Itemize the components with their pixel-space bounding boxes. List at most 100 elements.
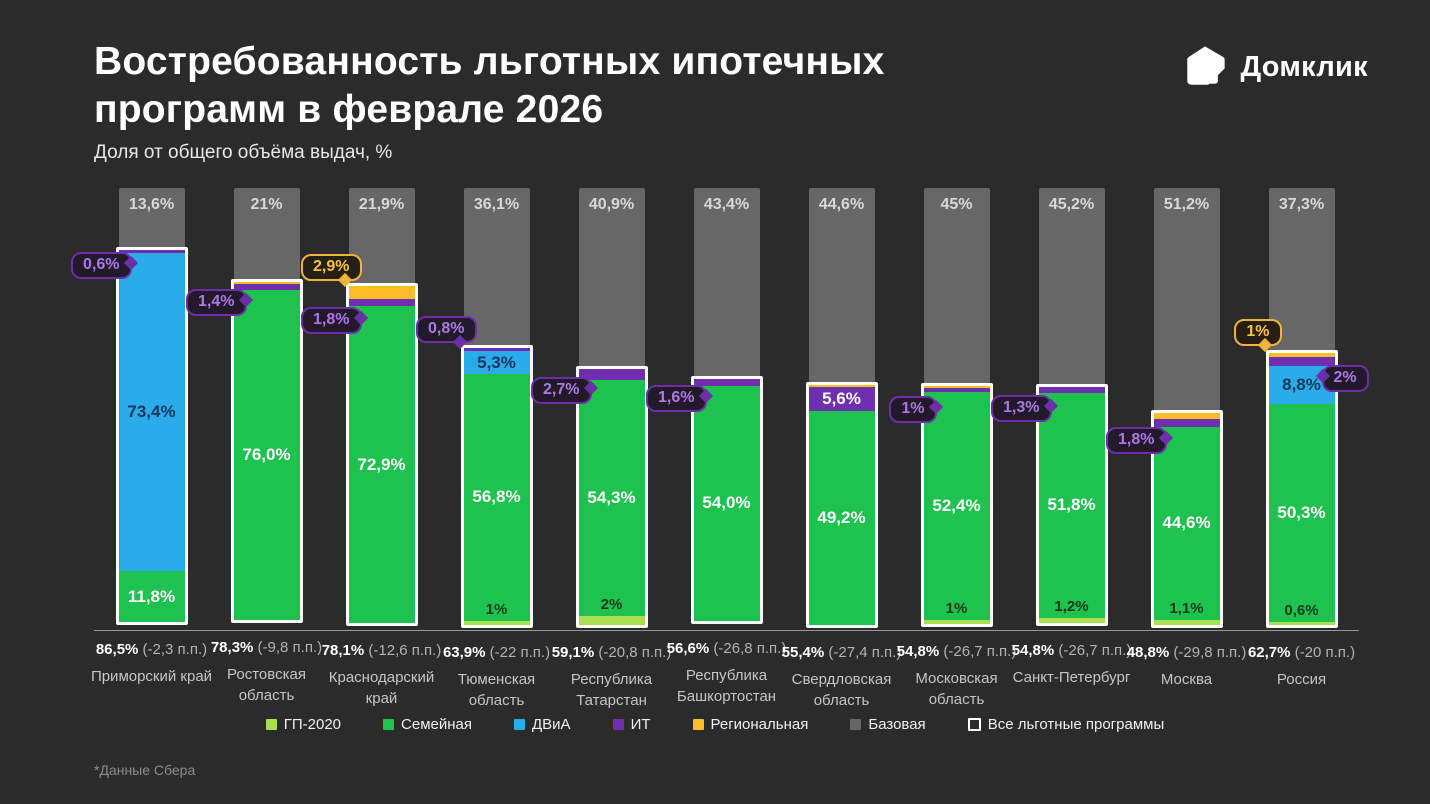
segment-value-label: 1% bbox=[485, 600, 508, 618]
base-value-label: 43,4% bbox=[703, 196, 750, 213]
segment-regional bbox=[808, 384, 875, 388]
region-name: Республика Татарстан bbox=[570, 670, 653, 709]
segment-base: 13,6% bbox=[118, 188, 185, 248]
callout-label: 2,7% bbox=[531, 376, 598, 404]
region-column: 21,9% 72,9% 2,9% 1,8% 78,1% (-12,6 п.п.) Крас… bbox=[301, 188, 441, 707]
bar: 36,1% 5,3% 56,8% 1% 0,8% bbox=[416, 188, 533, 628]
region-name: Тюменская область bbox=[457, 670, 536, 709]
region-name: Санкт-Петербург bbox=[1012, 668, 1131, 686]
segment-regional bbox=[348, 286, 415, 299]
bar: 37,3% 8,8% 50,3% 0,6% 1% 2% bbox=[1234, 188, 1369, 628]
legend-label: Региональная bbox=[710, 716, 809, 733]
region-name: Россия bbox=[1276, 670, 1327, 688]
region-column: 13,6% 73,4% 11,8% 0,6% 86,5% (-2,3 п.п.) Прим… bbox=[71, 188, 212, 685]
region-name: Ростовская область bbox=[227, 666, 306, 705]
legend-item-it: ИТ bbox=[612, 716, 651, 733]
segment-base: 44,6% bbox=[808, 188, 875, 382]
footnote: *Данные Сбера bbox=[94, 762, 196, 778]
segment-gp2020 bbox=[463, 620, 530, 625]
segment-family: 11,8% bbox=[118, 571, 185, 623]
segment-base: 21% bbox=[233, 188, 300, 280]
segment-it bbox=[463, 347, 530, 352]
legend-item-regional: Региональная bbox=[692, 716, 809, 733]
segment-value-label: 72,9% bbox=[357, 454, 406, 474]
region-total-label: 86,5% (-2,3 п.п.) bbox=[95, 641, 208, 659]
region-name: Республика Башкортостан bbox=[676, 666, 777, 705]
segment-value-label: 1,1% bbox=[1169, 600, 1204, 618]
bar: 21% 76,0% 1,4% bbox=[186, 188, 303, 624]
segment-gp2020 bbox=[578, 615, 645, 625]
segment-value-label: 50,3% bbox=[1277, 503, 1326, 523]
callout-label: 2% bbox=[1315, 365, 1369, 393]
legend-label: Базовая bbox=[868, 716, 926, 733]
legend-label: ГП-2020 bbox=[283, 716, 342, 733]
bar: 40,9% 54,3% 2% 2,7% bbox=[531, 188, 648, 628]
segment-value-label: 56,8% bbox=[472, 487, 521, 507]
region-name: Москва bbox=[1160, 670, 1213, 688]
callout-label: 1,4% bbox=[186, 289, 253, 317]
region-column: 44,6% 5,6% 49,2% 55,4% (-27,4 п.п.) Свердлов… bbox=[782, 188, 901, 709]
region-total-label: 78,3% (-9,8 п.п.) bbox=[210, 639, 323, 657]
segment-it bbox=[923, 388, 990, 393]
segment-gp2020 bbox=[1153, 620, 1220, 625]
callout-label: 0,8% bbox=[416, 315, 477, 349]
legend-swatch bbox=[265, 719, 277, 730]
segment-family: 54,0% bbox=[693, 386, 760, 621]
bar: 43,4% 54,0% 1,6% bbox=[646, 188, 763, 624]
x-axis-line bbox=[94, 630, 1359, 631]
preferential-box: 52,4% 1% bbox=[920, 383, 993, 628]
segment-it bbox=[1038, 387, 1105, 393]
segment-value-label: 1% bbox=[945, 599, 968, 617]
legend-item-base: Базовая bbox=[850, 716, 926, 733]
region-name: Московская область bbox=[915, 670, 998, 709]
base-value-label: 51,2% bbox=[1163, 196, 1210, 213]
segment-it bbox=[233, 284, 300, 291]
bar: 51,2% 44,6% 1,1% 1,8% bbox=[1106, 188, 1223, 628]
callout-label: 1,8% bbox=[1106, 426, 1173, 454]
segment-family: 56,8% bbox=[463, 374, 530, 621]
region-column: 40,9% 54,3% 2% 2,7% 59,1% (-20,8 п.п.) Респуб… bbox=[531, 188, 671, 709]
page-title: Востребованность льготных ипотечных прог… bbox=[94, 40, 885, 131]
segment-value-label: 8,8% bbox=[1282, 375, 1321, 394]
segment-regional bbox=[233, 282, 300, 285]
region-total-label: 59,1% (-20,8 п.п.) bbox=[551, 643, 672, 661]
segment-it bbox=[118, 250, 185, 253]
segment-base: 40,9% bbox=[578, 188, 645, 366]
region-name: Свердловская область bbox=[791, 670, 892, 709]
segment-it bbox=[578, 368, 645, 381]
legend-label: ДВиА bbox=[532, 716, 571, 733]
base-value-label: 13,6% bbox=[128, 196, 175, 213]
segment-value-label: 5,3% bbox=[477, 352, 516, 372]
segment-value-label: 44,6% bbox=[1162, 513, 1211, 533]
segment-base: 45,2% bbox=[1038, 188, 1105, 385]
base-value-label: 45% bbox=[940, 196, 973, 213]
segment-regional bbox=[1268, 352, 1335, 358]
region-total-label: 56,6% (-26,8 п.п.) bbox=[666, 639, 787, 657]
callout-label: 0,6% bbox=[71, 252, 138, 280]
segment-value-label: 49,2% bbox=[817, 508, 866, 528]
bar: 45% 52,4% 1% 1% bbox=[889, 188, 993, 628]
legend-swatch bbox=[383, 719, 395, 730]
segment-family: 44,6% bbox=[1153, 426, 1220, 621]
region-column: 37,3% 8,8% 50,3% 0,6% 1% 2% 62,7% (-20 п.п.) Ро… bbox=[1234, 188, 1369, 688]
segment-gp2020 bbox=[923, 619, 990, 625]
preferential-box: 54,3% 2% bbox=[575, 365, 648, 628]
preferential-box: 73,4% 11,8% bbox=[115, 247, 188, 626]
segment-dvia: 5,3% bbox=[463, 351, 530, 375]
bar: 44,6% 5,6% 49,2% bbox=[805, 188, 878, 628]
preferential-box: 51,8% 1,2% bbox=[1035, 384, 1108, 626]
legend-label: ИТ bbox=[630, 716, 651, 733]
base-value-label: 36,1% bbox=[473, 196, 520, 213]
legend-item-family: Семейная bbox=[383, 716, 472, 733]
preferential-box: 8,8% 50,3% 0,6% bbox=[1265, 349, 1338, 628]
preferential-box: 72,9% bbox=[345, 283, 418, 626]
segment-value-label: 76,0% bbox=[242, 445, 291, 465]
region-total-label: 62,7% (-20 п.п.) bbox=[1247, 643, 1356, 661]
segment-dvia: 73,4% bbox=[118, 252, 185, 572]
domclick-logo: Домклик bbox=[1182, 44, 1368, 90]
segment-family: 51,8% bbox=[1038, 392, 1105, 618]
preferential-box: 5,3% 56,8% 1% bbox=[460, 344, 533, 628]
base-value-label: 37,3% bbox=[1278, 196, 1325, 213]
region-column: 36,1% 5,3% 56,8% 1% 0,8% 63,9% (-22 п.п.) Тюме… bbox=[416, 188, 554, 709]
